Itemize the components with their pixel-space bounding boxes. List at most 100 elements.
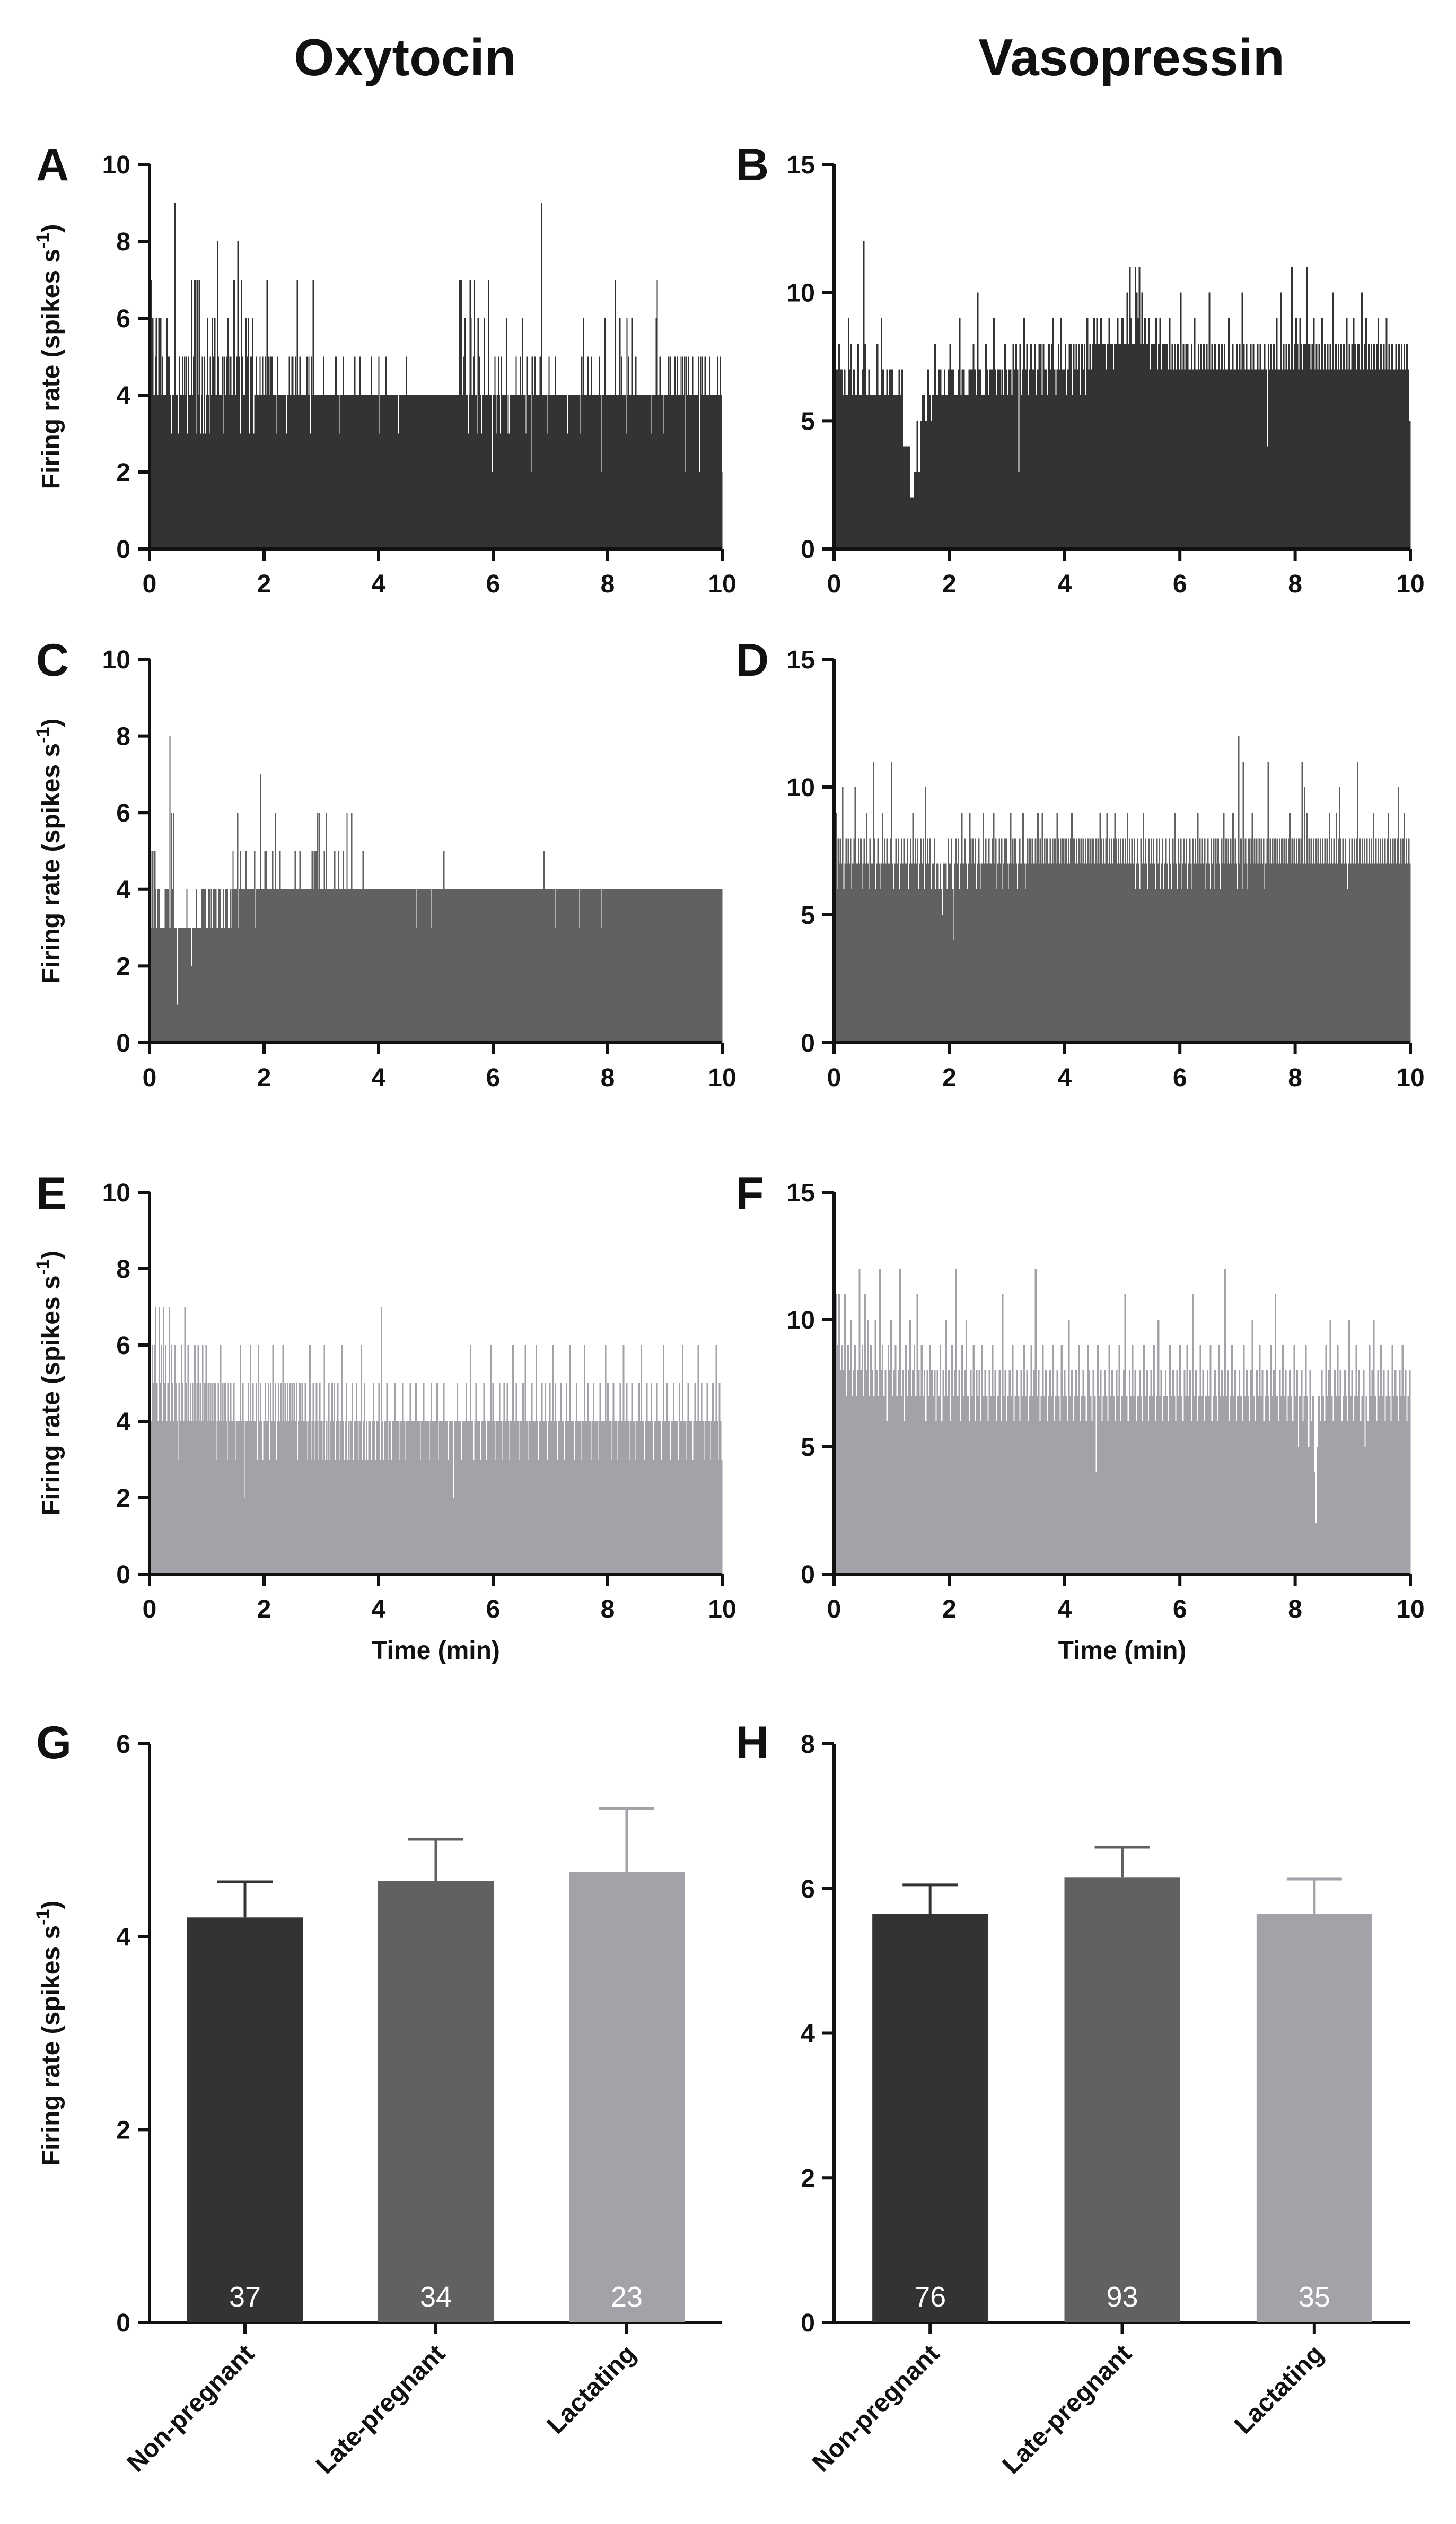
histogram-bin xyxy=(311,851,313,1043)
histogram-bin xyxy=(627,395,629,549)
histogram-bin xyxy=(611,889,612,1043)
histogram-bin xyxy=(707,395,708,549)
histogram-bin xyxy=(178,928,179,1043)
histogram-bin xyxy=(254,1421,256,1574)
histogram-bin xyxy=(560,395,562,549)
histogram-bin xyxy=(223,889,224,1043)
histogram-bin xyxy=(260,1383,262,1574)
histogram-bin xyxy=(222,356,224,549)
histogram-bin xyxy=(549,889,551,1043)
histogram-bin xyxy=(592,889,594,1043)
histogram-bin xyxy=(586,395,588,549)
histogram-bin xyxy=(1183,1370,1186,1574)
histogram-bin xyxy=(855,1396,858,1574)
histogram-bin xyxy=(1055,863,1057,1043)
histogram-bin xyxy=(677,1460,679,1574)
histogram-bin xyxy=(298,889,300,1043)
histogram-bin xyxy=(646,395,647,549)
histogram-bin xyxy=(1195,1370,1197,1574)
histogram-bin xyxy=(257,395,259,549)
histogram-bin xyxy=(1404,344,1406,549)
histogram-bin xyxy=(616,395,617,549)
histogram-bin xyxy=(309,889,311,1043)
histogram-bin xyxy=(297,889,299,1043)
histogram-bin xyxy=(547,395,549,549)
histogram-bin xyxy=(993,813,995,1043)
histogram-bin xyxy=(578,1421,580,1574)
histogram-bin xyxy=(871,1370,874,1574)
histogram-bin xyxy=(273,395,274,549)
histogram-bin xyxy=(343,851,344,1043)
histogram-bin xyxy=(678,889,679,1043)
histogram-bin xyxy=(365,1460,367,1574)
histogram-bin xyxy=(920,1345,923,1574)
histogram-bin xyxy=(1283,838,1285,1043)
histogram-bin xyxy=(310,1460,312,1574)
histogram-bin xyxy=(401,889,402,1043)
histogram-bin xyxy=(1178,1396,1180,1574)
histogram-bin xyxy=(388,395,389,549)
histogram-bin xyxy=(238,1421,240,1574)
histogram-bin xyxy=(1204,1421,1206,1574)
x-tick-label: 4 xyxy=(1057,1595,1072,1623)
histogram-bin xyxy=(1112,369,1115,549)
histogram-bin xyxy=(716,1421,718,1574)
histogram-bin xyxy=(191,280,192,549)
histogram-bin xyxy=(381,1421,383,1574)
histogram-bin xyxy=(670,889,672,1043)
histogram-bin xyxy=(461,395,463,549)
histogram-bin xyxy=(589,395,591,549)
histogram-bin xyxy=(1321,318,1323,549)
histogram-bin xyxy=(262,1460,264,1574)
histogram-bin xyxy=(271,356,273,549)
histogram-bin xyxy=(490,1345,492,1574)
histogram-bin xyxy=(692,356,694,549)
histogram-bin xyxy=(1120,1421,1122,1574)
histogram-bin xyxy=(694,889,696,1043)
histogram-bin xyxy=(356,889,358,1043)
histogram-bin xyxy=(1071,813,1073,1043)
histogram-bin xyxy=(954,395,957,549)
histogram-bin xyxy=(642,889,644,1043)
histogram-bin xyxy=(568,395,571,549)
histogram-bin xyxy=(1296,344,1299,549)
histogram-bin xyxy=(416,1421,418,1574)
histogram-bin xyxy=(1365,863,1367,1043)
histogram-bin xyxy=(1041,395,1043,549)
histogram-bin xyxy=(1220,1396,1222,1574)
histogram-bin xyxy=(545,1383,546,1574)
histogram-bin xyxy=(959,889,961,1043)
histogram-bin xyxy=(448,395,450,549)
histogram-bin xyxy=(718,395,720,549)
histogram-bin xyxy=(1115,344,1117,549)
histogram-bin xyxy=(438,889,440,1043)
histogram-bin xyxy=(667,1421,669,1574)
histogram-bin xyxy=(1081,344,1083,549)
histogram-bin xyxy=(521,1421,523,1574)
histogram-bin xyxy=(1060,1345,1063,1574)
histogram-bin xyxy=(279,851,281,1043)
histogram-bin xyxy=(347,889,349,1043)
histogram-bin xyxy=(987,395,990,549)
histogram-bin xyxy=(212,318,213,549)
histogram-bin xyxy=(717,395,719,549)
histogram-bin xyxy=(494,1460,496,1574)
histogram-bin xyxy=(1300,1370,1303,1574)
histogram-bin xyxy=(854,1345,856,1574)
histogram-bin xyxy=(257,889,258,1043)
histogram-bin xyxy=(528,1460,530,1574)
histogram-bin xyxy=(709,395,711,549)
histogram-bin xyxy=(1279,863,1282,1043)
histogram-bin xyxy=(1024,1396,1027,1574)
histogram-bin xyxy=(204,1383,206,1574)
histogram-bin xyxy=(683,395,685,549)
histogram-bin xyxy=(939,1345,942,1574)
histogram-bin xyxy=(629,395,630,549)
histogram-bin xyxy=(307,395,309,549)
histogram-bin xyxy=(683,1421,685,1574)
histogram-bin xyxy=(1368,838,1370,1043)
histogram-bin xyxy=(1107,863,1109,1043)
histogram-bin xyxy=(1220,369,1222,549)
histogram-bin xyxy=(498,889,499,1043)
histogram-bin xyxy=(1329,1320,1331,1574)
